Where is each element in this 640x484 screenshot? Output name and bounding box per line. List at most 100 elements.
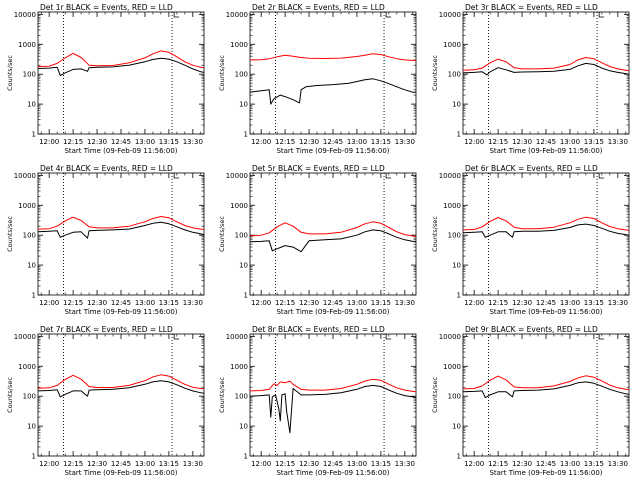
- x-tick-label: 13:15: [584, 138, 604, 146]
- panel-title: Det 4r BLACK = Events, RED = LLD: [40, 164, 173, 173]
- y-axis-label: Counts/sec: [218, 377, 226, 413]
- x-tick-label: 13:00: [347, 299, 367, 307]
- panel-det-6r: Det 6r BLACK = Events, RED = LLD 1 10 100 10…: [431, 164, 630, 316]
- y-axis-label: Counts/sec: [431, 377, 439, 413]
- x-tick-label: 12:00: [39, 138, 59, 146]
- panel-title: Det 6r BLACK = Events, RED = LLD: [465, 164, 598, 173]
- x-axis-label: Start Time (09-Feb-09 11:56:00): [64, 147, 177, 155]
- x-tick-label: 12:00: [464, 460, 484, 468]
- x-tick-label: 13:00: [347, 138, 367, 146]
- x-tick-label: 13:30: [183, 299, 203, 307]
- x-tick-label: 12:00: [251, 138, 271, 146]
- x-tick-label: 12:15: [275, 460, 295, 468]
- plot-frame: [462, 333, 630, 457]
- x-tick-label: 12:15: [488, 138, 508, 146]
- y-tick-label: 10: [452, 262, 461, 270]
- y-tick-label: 1000: [230, 202, 248, 210]
- plot-area: [250, 53, 416, 105]
- y-axis-label: Counts/sec: [6, 55, 14, 91]
- events-series-line: [250, 384, 416, 434]
- time-bracket-marker: [385, 12, 392, 18]
- y-tick-label: 1000: [230, 363, 248, 371]
- y-tick-label: 10000: [439, 172, 461, 180]
- x-tick-label: 12:30: [87, 299, 107, 307]
- x-tick-label: 12:00: [251, 299, 271, 307]
- panel-det-1r: Det 1r BLACK = Events, RED = LLD 1 10 100 10…: [6, 3, 205, 155]
- y-tick-label: 100: [448, 232, 461, 240]
- plot-frame: [249, 11, 417, 135]
- x-tick-label: 13:00: [560, 460, 580, 468]
- plot-area: [463, 375, 629, 399]
- time-bracket-marker: [173, 12, 180, 18]
- x-tick-label: 13:15: [371, 299, 391, 307]
- panel-title: Det 8r BLACK = Events, RED = LLD: [252, 325, 385, 334]
- y-tick-label: 1: [244, 131, 248, 139]
- panel-title: Det 5r BLACK = Events, RED = LLD: [252, 164, 385, 173]
- y-tick-label: 10: [452, 423, 461, 431]
- y-tick-label: 1000: [18, 363, 36, 371]
- panel-det-8r: Det 8r BLACK = Events, RED = LLD 1 10 100 10…: [218, 325, 417, 477]
- x-tick-label: 13:15: [371, 138, 391, 146]
- x-tick-label: 12:15: [63, 138, 83, 146]
- x-tick-label: 12:30: [299, 299, 319, 307]
- y-tick-label: 100: [23, 71, 36, 79]
- plot-frame: [37, 11, 205, 135]
- y-tick-label: 100: [23, 232, 36, 240]
- x-tick-label: 13:00: [560, 138, 580, 146]
- y-tick-label: 1: [244, 453, 248, 461]
- x-tick-label: 13:15: [159, 460, 179, 468]
- panel-title: Det 3r BLACK = Events, RED = LLD: [465, 3, 598, 12]
- x-tick-label: 13:15: [584, 460, 604, 468]
- x-tick-label: 12:45: [536, 460, 556, 468]
- x-tick-label: 12:00: [464, 299, 484, 307]
- events-series-line: [463, 381, 629, 399]
- x-tick-label: 13:00: [135, 138, 155, 146]
- plot-area: [463, 216, 629, 238]
- x-tick-label: 13:30: [395, 138, 415, 146]
- x-tick-label: 13:00: [135, 460, 155, 468]
- plot-frame: [462, 172, 630, 296]
- x-tick-label: 12:30: [87, 138, 107, 146]
- panel-det-9r: Det 9r BLACK = Events, RED = LLD 1 10 100 10…: [431, 325, 630, 477]
- x-axis-label: Start Time (09-Feb-09 11:56:00): [276, 147, 389, 155]
- panel-det-3r: Det 3r BLACK = Events, RED = LLD 1 10 100 10…: [431, 3, 630, 155]
- x-tick-label: 12:00: [39, 299, 59, 307]
- y-tick-label: 1: [457, 453, 461, 461]
- x-tick-label: 12:00: [251, 460, 271, 468]
- y-tick-label: 1000: [18, 202, 36, 210]
- panel-title: Det 9r BLACK = Events, RED = LLD: [465, 325, 598, 334]
- panel-title: Det 7r BLACK = Events, RED = LLD: [40, 325, 173, 334]
- y-tick-label: 10: [27, 423, 36, 431]
- y-tick-label: 1000: [18, 41, 36, 49]
- y-tick-label: 100: [23, 393, 36, 401]
- y-tick-label: 1000: [443, 202, 461, 210]
- plot-frame: [462, 11, 630, 135]
- y-tick-label: 10000: [14, 333, 36, 341]
- lld-series-line: [38, 216, 204, 230]
- x-axis-label: Start Time (09-Feb-09 11:56:00): [276, 308, 389, 316]
- events-series-line: [250, 78, 416, 105]
- time-bracket-marker: [598, 12, 605, 18]
- plot-frame: [249, 172, 417, 296]
- x-tick-label: 13:00: [560, 299, 580, 307]
- lld-series-line: [250, 221, 416, 238]
- x-tick-label: 13:30: [608, 299, 628, 307]
- x-axis-label: Start Time (09-Feb-09 11:56:00): [489, 147, 602, 155]
- events-series-line: [463, 223, 629, 238]
- y-tick-label: 100: [448, 71, 461, 79]
- y-tick-label: 10000: [14, 172, 36, 180]
- events-series-line: [463, 62, 629, 76]
- time-bracket-marker: [598, 334, 605, 340]
- y-axis-label: Counts/sec: [6, 216, 14, 252]
- y-tick-label: 10000: [439, 333, 461, 341]
- panel-title: Det 1r BLACK = Events, RED = LLD: [40, 3, 173, 12]
- time-bracket-marker: [385, 173, 392, 179]
- plot-frame: [37, 172, 205, 296]
- panel-det-4r: Det 4r BLACK = Events, RED = LLD 1 10 100 10…: [6, 164, 205, 316]
- y-axis-label: Counts/sec: [218, 216, 226, 252]
- x-tick-label: 12:30: [512, 138, 532, 146]
- lld-series-line: [463, 216, 629, 231]
- y-tick-label: 1000: [443, 41, 461, 49]
- y-tick-label: 100: [235, 232, 248, 240]
